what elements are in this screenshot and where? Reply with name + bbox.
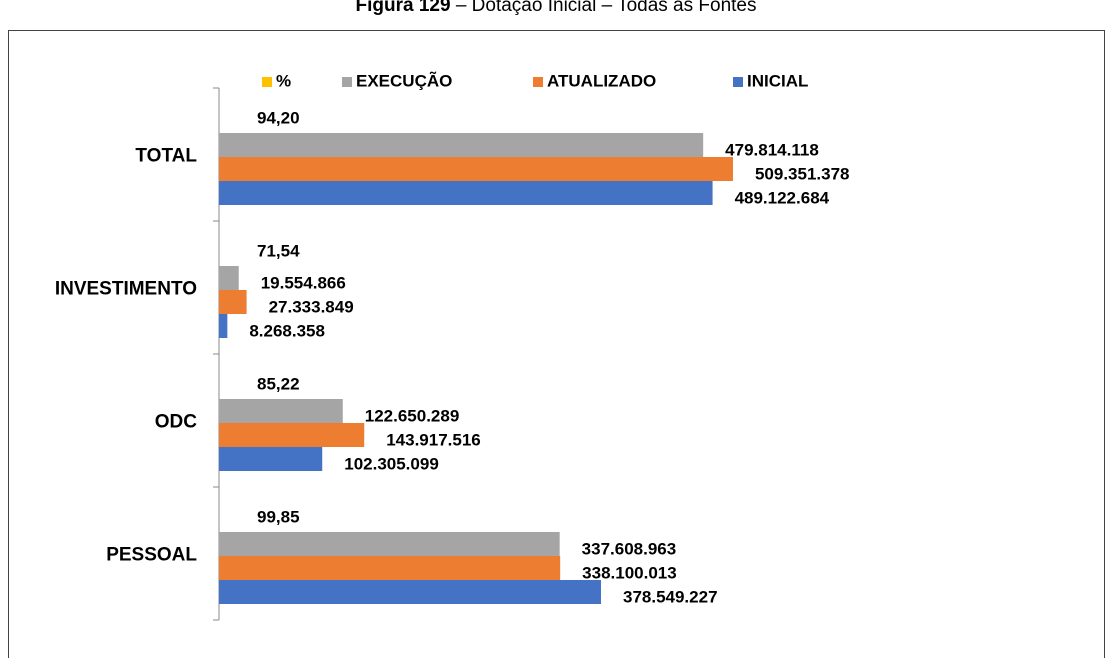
legend-swatch — [342, 77, 352, 87]
figure-number: Figura 129 — [356, 0, 451, 16]
value-label: 378.549.227 — [623, 587, 718, 606]
legend-swatch — [262, 77, 272, 87]
value-label: 509.351.378 — [755, 164, 850, 183]
value-label: 338.100.013 — [582, 563, 677, 582]
y-tick-label: INVESTIMENTO — [55, 279, 197, 300]
bar — [219, 266, 239, 290]
value-label: 337.608.963 — [582, 539, 677, 558]
legend-label: INICIAL — [747, 71, 808, 90]
y-tick-label: ODC — [155, 412, 198, 433]
y-tick-label: TOTAL — [135, 146, 197, 167]
value-label: 122.650.289 — [365, 406, 460, 425]
value-label: 94,20 — [257, 108, 300, 127]
value-label: 71,54 — [257, 241, 300, 260]
bar — [219, 556, 561, 580]
title-text: – Dotação Inicial – Todas as Fontes — [456, 0, 757, 16]
value-label: 19.554.866 — [261, 273, 346, 292]
legend-label: EXECUÇÃO — [356, 70, 452, 90]
bar — [219, 423, 365, 447]
legend-swatch — [533, 77, 543, 87]
bar — [219, 133, 704, 157]
bar — [219, 399, 343, 423]
chart-title: Figura 129 – Dotação Inicial – Todas as … — [356, 0, 757, 16]
bar — [219, 314, 228, 338]
value-label: 85,22 — [257, 374, 300, 393]
value-label: 8.268.358 — [249, 321, 325, 340]
bar — [219, 447, 323, 471]
legend-label: % — [276, 71, 291, 90]
bar — [219, 181, 713, 205]
value-label: 143.917.516 — [386, 430, 481, 449]
value-label: 102.305.099 — [344, 454, 439, 473]
frame — [8, 30, 1105, 658]
y-tick-label: PESSOAL — [106, 545, 197, 566]
value-label: 489.122.684 — [735, 188, 830, 207]
legend-label: ATUALIZADO — [547, 71, 656, 90]
bar — [219, 157, 733, 181]
value-label: 99,85 — [257, 507, 300, 526]
bar — [219, 532, 560, 556]
bar — [219, 580, 601, 604]
legend-swatch — [733, 77, 743, 87]
value-label: 27.333.849 — [269, 297, 354, 316]
value-label: 479.814.118 — [725, 140, 819, 159]
bar — [219, 290, 247, 314]
